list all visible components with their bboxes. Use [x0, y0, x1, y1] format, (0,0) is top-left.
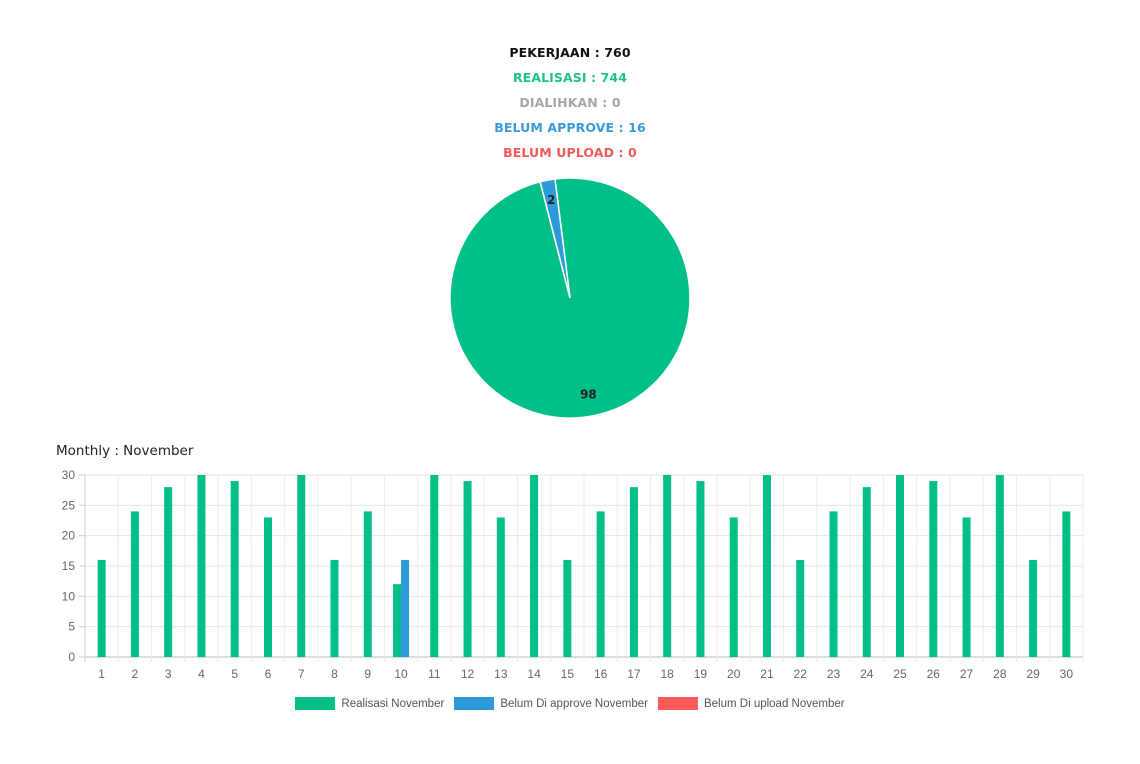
x-tick-label: 6	[265, 667, 272, 681]
pie-chart[interactable]: 98 2	[440, 168, 700, 428]
x-tick-label: 29	[1026, 667, 1040, 681]
legend-swatch	[657, 697, 698, 710]
bar-realisasi[interactable]	[563, 559, 572, 657]
summary-stats: PEKERJAAN : 760 REALISASI : 744 DIALIHKA…	[0, 40, 1140, 165]
bar-realisasi[interactable]	[663, 475, 672, 657]
bar-realisasi[interactable]	[729, 517, 738, 657]
bar-realisasi[interactable]	[363, 511, 372, 657]
x-tick-label: 8	[331, 667, 338, 681]
chart-legend: Realisasi November Belum Di approve Nove…	[0, 697, 1140, 710]
y-tick-label: 5	[68, 620, 75, 634]
y-tick-label: 15	[62, 559, 76, 573]
pie-data-label: 98	[580, 388, 597, 402]
legend-item-realisasi[interactable]: Realisasi November	[295, 697, 444, 710]
bar-belum-approve[interactable]	[401, 559, 410, 657]
x-tick-label: 30	[1060, 667, 1074, 681]
x-tick-label: 24	[860, 667, 874, 681]
x-tick-label: 28	[993, 667, 1007, 681]
x-tick-label: 7	[298, 667, 305, 681]
legend-label: Belum Di approve November	[500, 697, 648, 710]
bar-realisasi[interactable]	[393, 584, 402, 657]
y-tick-label: 30	[62, 468, 76, 482]
x-tick-label: 12	[461, 667, 475, 681]
legend-item-belum-approve[interactable]: Belum Di approve November	[454, 697, 648, 710]
legend-swatch	[295, 697, 336, 710]
pie-slice-belum-approve[interactable]	[539, 178, 571, 299]
bar-realisasi[interactable]	[962, 517, 971, 657]
x-tick-label: 16	[594, 667, 608, 681]
dialihkan-total: DIALIHKAN : 0	[519, 95, 621, 110]
x-tick-label: 21	[760, 667, 774, 681]
bar-realisasi[interactable]	[263, 517, 272, 657]
bar-realisasi[interactable]	[297, 475, 306, 657]
bar-realisasi[interactable]	[629, 487, 638, 657]
x-tick-label: 18	[660, 667, 674, 681]
x-tick-label: 17	[627, 667, 641, 681]
x-tick-label: 5	[231, 667, 238, 681]
x-tick-label: 22	[794, 667, 808, 681]
belum-approve-total: BELUM APPROVE : 16	[494, 120, 646, 135]
x-tick-label: 11	[428, 667, 441, 681]
bar-realisasi[interactable]	[896, 475, 905, 657]
x-tick-label: 13	[494, 667, 508, 681]
bar-realisasi[interactable]	[1029, 559, 1038, 657]
bar-realisasi[interactable]	[530, 475, 539, 657]
y-tick-label: 25	[62, 498, 76, 512]
legend-swatch	[454, 697, 495, 710]
bar-realisasi[interactable]	[596, 511, 605, 657]
x-tick-label: 23	[827, 667, 841, 681]
bar-realisasi[interactable]	[696, 481, 705, 657]
bar-realisasi[interactable]	[430, 475, 439, 657]
bar-realisasi[interactable]	[1062, 511, 1071, 657]
legend-label: Realisasi November	[341, 697, 445, 710]
x-tick-label: 25	[893, 667, 907, 681]
bar-realisasi[interactable]	[496, 517, 505, 657]
bar-realisasi[interactable]	[330, 559, 339, 657]
belum-upload-total: BELUM UPLOAD : 0	[503, 145, 637, 160]
x-tick-label: 3	[165, 667, 172, 681]
x-tick-label: 19	[694, 667, 708, 681]
pekerjaan-total: PEKERJAAN : 760	[509, 45, 631, 60]
x-tick-label: 20	[727, 667, 741, 681]
x-tick-label: 4	[198, 667, 205, 681]
bar-realisasi[interactable]	[929, 481, 938, 657]
y-tick-label: 20	[62, 529, 76, 543]
x-tick-label: 15	[561, 667, 575, 681]
y-tick-label: 0	[68, 650, 75, 664]
monthly-chart-title: Monthly : November	[56, 443, 194, 459]
x-tick-label: 27	[960, 667, 974, 681]
x-tick-label: 14	[527, 667, 541, 681]
x-tick-label: 2	[132, 667, 139, 681]
bar-realisasi[interactable]	[197, 475, 206, 657]
bar-realisasi[interactable]	[164, 487, 173, 657]
bar-realisasi[interactable]	[463, 481, 472, 657]
bar-realisasi[interactable]	[829, 511, 838, 657]
x-tick-label: 1	[98, 667, 105, 681]
bar-realisasi[interactable]	[97, 559, 106, 657]
pie-data-label: 2	[547, 193, 555, 207]
realisasi-total: REALISASI : 744	[512, 70, 628, 85]
bar-realisasi[interactable]	[230, 481, 239, 657]
legend-item-belum-upload[interactable]: Belum Di upload November	[657, 697, 845, 710]
x-tick-label: 26	[927, 667, 941, 681]
bar-realisasi[interactable]	[130, 511, 139, 657]
bar-realisasi[interactable]	[762, 475, 771, 657]
bar-realisasi[interactable]	[796, 559, 805, 657]
legend-label: Belum Di upload November	[703, 697, 845, 710]
y-tick-label: 10	[62, 589, 76, 603]
x-tick-label: 9	[364, 667, 371, 681]
bar-realisasi[interactable]	[995, 475, 1004, 657]
x-tick-label: 10	[394, 667, 408, 681]
bar-realisasi[interactable]	[862, 487, 871, 657]
